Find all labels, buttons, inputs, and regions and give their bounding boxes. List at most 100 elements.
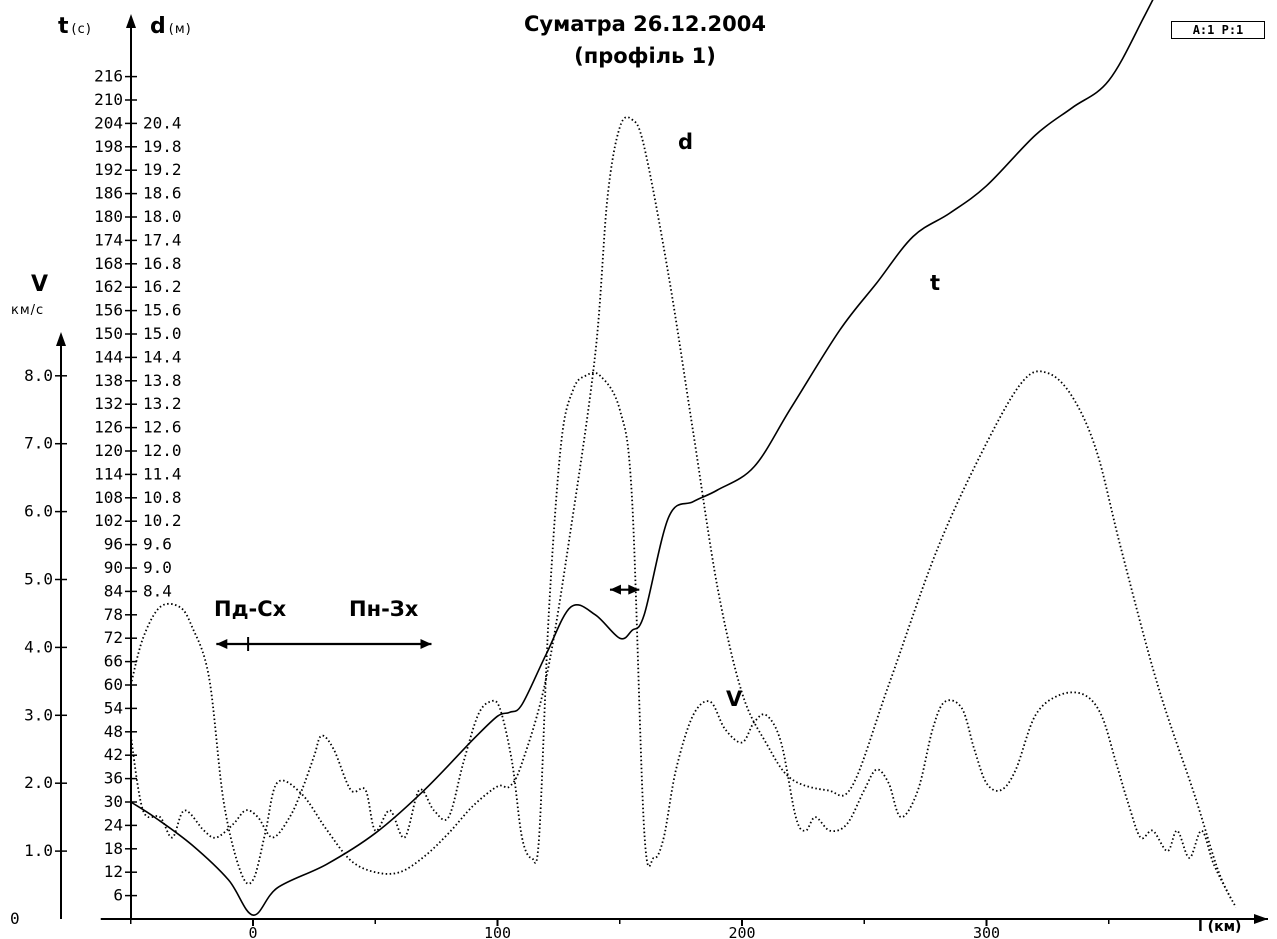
t-tick-label: 90 (104, 558, 123, 577)
d-tick-label: 9.0 (143, 558, 172, 577)
x-tick-label: 100 (484, 924, 511, 939)
d-tick-label: 18.6 (143, 184, 182, 203)
tick-layer: 0 100 200 300 6 12 18 24 30 36 42 48 54 60 66 72 78 84 90 9… (10, 67, 1110, 939)
series-line-v (129, 371, 1232, 900)
v-tick-label: 5.0 (24, 570, 53, 589)
t-tick-label: 210 (94, 90, 123, 109)
direction-arrowhead-left (216, 639, 228, 650)
x-tick-label: 200 (728, 924, 755, 939)
direction-arrowhead-right (420, 639, 432, 650)
t-tick-label: 108 (94, 488, 123, 507)
d-tick-label: 16.2 (143, 277, 182, 296)
t-tick-label: 24 (104, 815, 123, 834)
t-tick-label: 180 (94, 207, 123, 226)
d-tick-label: 19.8 (143, 137, 182, 156)
d-tick-label: 18.0 (143, 207, 182, 226)
arrow-layer (216, 584, 640, 652)
v-tick-label: 8.0 (24, 366, 53, 385)
series-layer (129, 0, 1237, 916)
v-tick-label: 4.0 (24, 637, 53, 656)
annotation-pn-zx: Пн-Зх (349, 597, 419, 621)
t-axis-unit: (с) (71, 22, 92, 37)
t-tick-label: 138 (94, 371, 123, 390)
series-label-d: d (678, 130, 694, 154)
t-tick-label: 96 (104, 535, 123, 554)
d-tick-label: 10.8 (143, 488, 182, 507)
origin-label: 0 (10, 909, 20, 928)
t-tick-label: 6 (113, 886, 123, 905)
v-tick-label: 1.0 (24, 841, 53, 860)
d-tick-label: 15.6 (143, 301, 182, 320)
t-tick-label: 66 (104, 652, 123, 671)
d-tick-label: 11.4 (143, 464, 182, 483)
d-tick-label: 10.2 (143, 511, 182, 530)
t-tick-label: 186 (94, 184, 123, 203)
series-line-d (129, 116, 1237, 908)
d-axis-label: d (150, 14, 166, 39)
d-axis-unit: (м) (168, 22, 192, 37)
axes-layer (56, 14, 1268, 924)
annotation-pd-sx: Пд-Сх (214, 597, 287, 621)
d-tick-label: 9.6 (143, 535, 172, 554)
t-tick-label: 168 (94, 254, 123, 273)
d-tick-label: 13.2 (143, 394, 182, 413)
t-tick-label: 198 (94, 137, 123, 156)
d-tick-label: 13.8 (143, 371, 182, 390)
chart-subtitle: (профіль 1) (574, 44, 716, 68)
t-tick-label: 162 (94, 277, 123, 296)
d-tick-label: 16.8 (143, 254, 182, 273)
t-tick-label: 18 (104, 839, 123, 858)
v-tick-label: 2.0 (24, 773, 53, 792)
t-tick-label: 216 (94, 67, 123, 86)
t-tick-label: 36 (104, 769, 123, 788)
v-axis-unit: км/с (11, 303, 45, 318)
direction-arrowhead-left (609, 584, 621, 595)
chart-title: Суматра 26.12.2004 (524, 12, 766, 36)
d-tick-label: 12.6 (143, 418, 182, 437)
t-tick-label: 174 (94, 230, 123, 249)
v-axis-label: V (31, 272, 49, 297)
d-tick-label: 14.4 (143, 347, 182, 366)
v-tick-label: 3.0 (24, 705, 53, 724)
x-tick-label: 0 (248, 924, 257, 939)
t-tick-label: 102 (94, 511, 123, 530)
t-tick-label: 156 (94, 301, 123, 320)
t-tick-label: 192 (94, 160, 123, 179)
d-tick-label: 19.2 (143, 160, 182, 179)
d-axis-header: d (м) (150, 14, 192, 39)
t-tick-label: 60 (104, 675, 123, 694)
corner-badge: A:1 P:1 (1171, 21, 1265, 39)
d-tick-label: 20.4 (143, 113, 182, 132)
t-tick-label: 72 (104, 628, 123, 647)
direction-arrowhead-right (628, 584, 640, 595)
x-axis-label: l (км) (1198, 919, 1242, 935)
t-tick-label: 54 (104, 698, 123, 717)
series-line-t (130, 0, 1154, 916)
v-tick-label: 7.0 (24, 434, 53, 453)
v-tick-label: 6.0 (24, 502, 53, 521)
series-label-v: V (726, 687, 743, 711)
t-axis-header: t (с) (58, 14, 92, 39)
t-tick-label: 42 (104, 745, 123, 764)
d-tick-label: 12.0 (143, 441, 182, 460)
t-tick-label: 30 (104, 792, 123, 811)
t-tick-label: 132 (94, 394, 123, 413)
t-tick-label: 120 (94, 441, 123, 460)
t-tick-label: 204 (94, 113, 123, 132)
d-tick-label: 17.4 (143, 230, 182, 249)
v-axis-header: V (31, 272, 48, 297)
t-tick-label: 78 (104, 605, 123, 624)
t-d-axis-arrowhead (126, 14, 136, 28)
t-tick-label: 84 (104, 581, 123, 600)
d-tick-label: 15.0 (143, 324, 182, 343)
d-tick-label: 8.4 (143, 581, 172, 600)
x-axis-arrowhead (1254, 914, 1268, 924)
t-tick-label: 150 (94, 324, 123, 343)
t-tick-label: 114 (94, 464, 123, 483)
t-tick-label: 48 (104, 722, 123, 741)
t-axis-label: t (58, 14, 69, 39)
t-tick-label: 126 (94, 418, 123, 437)
t-tick-label: 144 (94, 347, 123, 366)
series-label-t: t (930, 271, 941, 295)
